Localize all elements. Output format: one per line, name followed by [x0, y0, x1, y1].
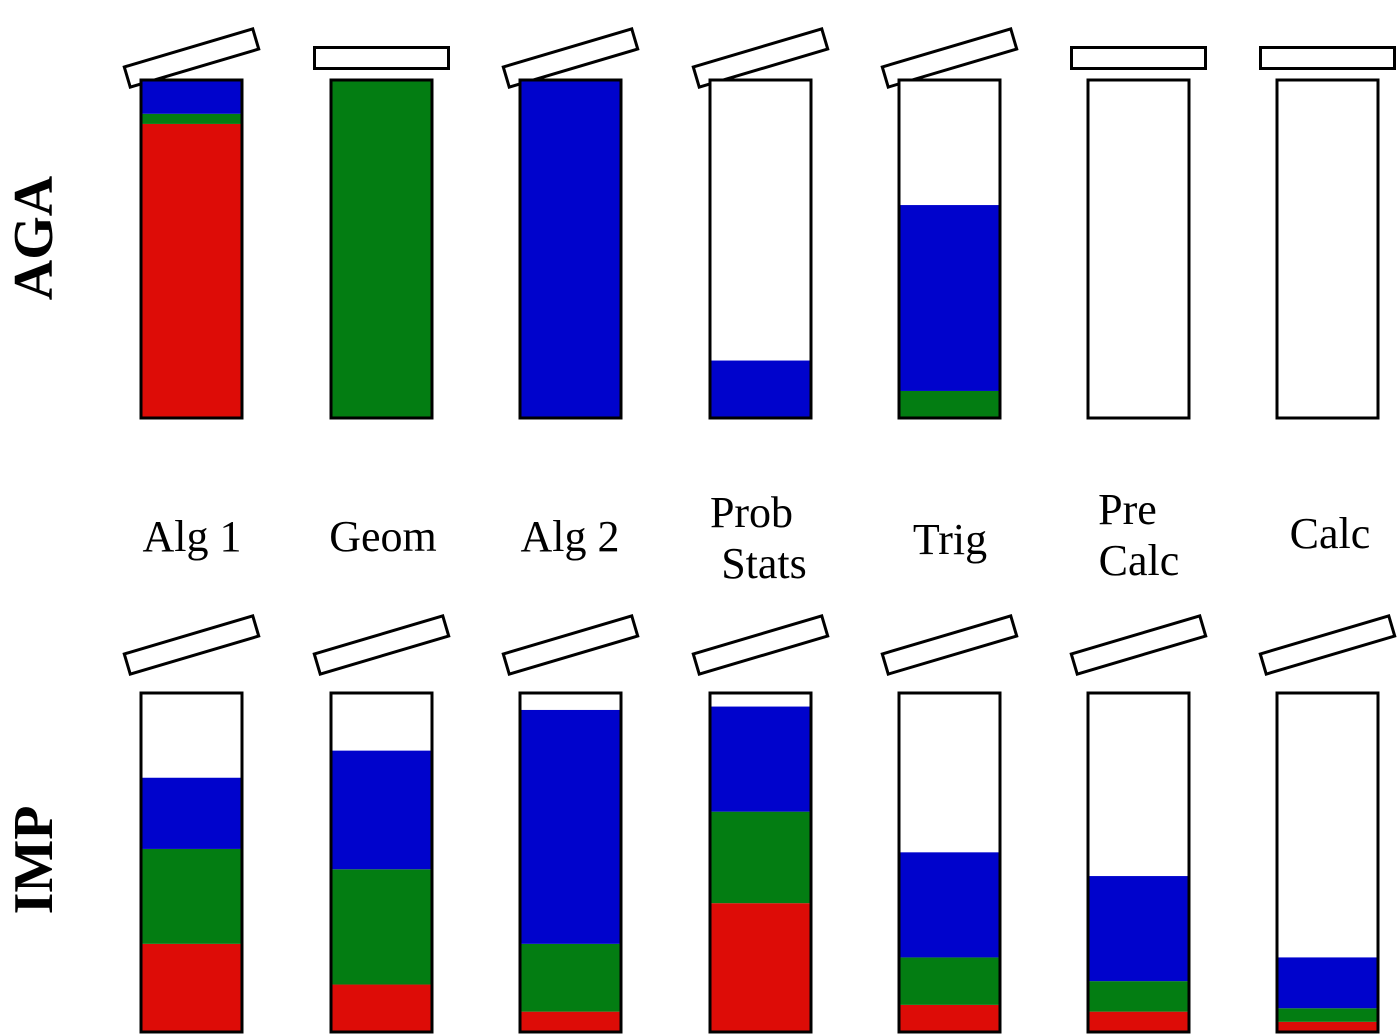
fill-segment-blue [899, 852, 1000, 958]
vial-aga-trig [880, 27, 1019, 420]
vial-imp-geom [312, 614, 451, 1034]
fill-segment-green [710, 811, 811, 904]
vial-lid [501, 614, 640, 676]
vial-aga-calc [1259, 46, 1396, 420]
vial-lid [691, 614, 830, 676]
course-label-pre-calc: Pre Calc [1098, 485, 1179, 585]
fill-segment-green [1277, 1008, 1378, 1022]
course-label-calc: Calc [1290, 509, 1371, 558]
fill-segment-red [520, 1011, 621, 1032]
vial-lid [312, 614, 451, 676]
vial-lid [122, 614, 261, 676]
vial-outline [708, 691, 813, 1034]
course-label-alg2: Alg 2 [521, 512, 620, 561]
vial-aga-prob-stats [691, 27, 830, 420]
vial-lid [501, 27, 640, 89]
vial-lid [1069, 614, 1208, 676]
course-labels: Alg 1 Geom Alg 2 Prob Stats Trig Pre Cal… [143, 485, 1371, 588]
vial-lid [313, 46, 450, 70]
fill-segment-blue [141, 80, 242, 114]
course-label-geom: Geom [329, 512, 437, 561]
vial-outline [708, 78, 813, 420]
fill-segment-red [899, 1004, 1000, 1032]
vial-aga-pre-calc [1070, 46, 1207, 420]
fill-segment-blue [520, 709, 621, 944]
vial-outline [1086, 691, 1191, 1034]
fill-segment-blue [520, 80, 621, 418]
fill-segment-red [141, 123, 242, 418]
vial-outline [1275, 691, 1380, 1034]
vial-outline [139, 78, 244, 420]
fill-segment-blue [141, 777, 242, 849]
fill-segment-green [141, 848, 242, 944]
vial-body [1088, 80, 1189, 418]
vial-outline [1275, 78, 1380, 420]
fill-segment-green [520, 943, 621, 1012]
vial-imp-pre-calc [1069, 614, 1208, 1034]
course-label-trig: Trig [913, 515, 987, 564]
vial-lid [1070, 46, 1207, 70]
fill-segment-green [899, 390, 1000, 418]
vial-outline [1086, 78, 1191, 420]
vial-outline [329, 691, 434, 1034]
fill-segment-green [331, 80, 432, 418]
fill-segment-green [331, 869, 432, 985]
fill-segment-blue [710, 706, 811, 812]
vial-outline [139, 691, 244, 1034]
fill-segment-red [710, 903, 811, 1032]
vial-imp-trig [880, 614, 1019, 1034]
vial-imp-prob-stats [691, 614, 830, 1034]
vial-body [1277, 80, 1378, 418]
vials-layer [122, 27, 1397, 1034]
fill-segment-green [1088, 981, 1189, 1012]
vial-lid [122, 27, 261, 89]
fill-segment-blue [331, 750, 432, 870]
vial-outline [897, 691, 1002, 1034]
vial-imp-calc [1258, 614, 1397, 1034]
row-label-imp: IMP [3, 806, 65, 915]
vial-lid [880, 27, 1019, 89]
vial-aga-alg-1 [122, 27, 261, 420]
vial-lid [1259, 46, 1396, 70]
vial-outline [897, 78, 1002, 420]
fill-segment-green [141, 113, 242, 124]
vial-imp-alg-1 [122, 614, 261, 1034]
row-label-aga: AGA [3, 175, 65, 300]
vial-outline [518, 691, 623, 1034]
vial-outline [329, 78, 434, 420]
fill-segment-blue [1277, 957, 1378, 1009]
fill-segment-red [1088, 1011, 1189, 1032]
fill-segment-blue [1088, 876, 1189, 982]
fill-segment-blue [899, 205, 1000, 391]
fill-segment-red [331, 984, 432, 1032]
course-label-prob-stats: Prob Stats [710, 488, 807, 588]
fill-segment-red [1277, 1021, 1378, 1032]
vial-aga-alg-2 [501, 27, 640, 420]
vial-outline [518, 78, 623, 420]
vial-lid [1258, 614, 1397, 676]
vial-lid [880, 614, 1019, 676]
vial-lid [691, 27, 830, 89]
fill-segment-red [141, 943, 242, 1032]
vial-imp-alg-2 [501, 614, 640, 1034]
fill-segment-green [899, 957, 1000, 1005]
course-label-alg1: Alg 1 [143, 512, 242, 561]
vial-aga-geom [313, 46, 450, 420]
fill-segment-blue [710, 360, 811, 418]
